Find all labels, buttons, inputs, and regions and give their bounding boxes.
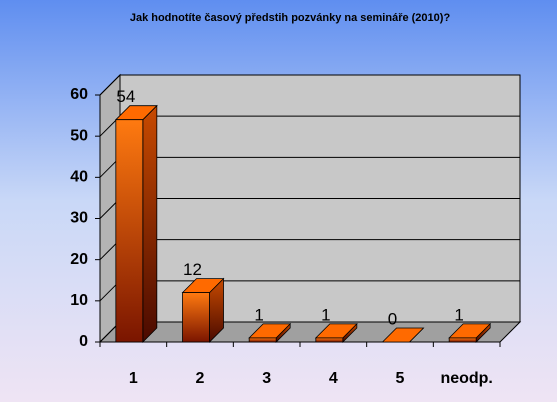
value-label: 0 [388, 309, 397, 328]
value-label: 1 [321, 305, 330, 324]
bar [248, 337, 277, 343]
x-tick-label: 4 [329, 370, 338, 387]
x-tick-label: 3 [262, 370, 271, 387]
bar [182, 292, 210, 343]
y-tick-label: 30 [70, 210, 88, 227]
x-tick-label: 2 [196, 370, 205, 387]
y-tick-label: 40 [70, 169, 88, 186]
x-tick-label: neodp. [440, 370, 492, 387]
value-label: 12 [183, 260, 202, 279]
bar [315, 337, 344, 343]
bar-top [381, 327, 425, 343]
y-tick-label: 60 [70, 86, 88, 103]
chart-title: Jak hodnotíte časový předstih pozvánky n… [130, 12, 451, 24]
bar-side [142, 104, 158, 343]
value-label: 1 [454, 305, 463, 324]
x-tick-label: 5 [396, 370, 405, 387]
grid-line [99, 74, 121, 96]
y-tick-label: 50 [70, 127, 88, 144]
y-tick-label: 20 [70, 251, 88, 268]
value-label: 54 [116, 87, 135, 106]
value-label: 1 [254, 305, 263, 324]
x-tick-label: 1 [129, 370, 138, 387]
y-tick-label: 0 [79, 333, 88, 350]
bar [448, 337, 477, 343]
bar [115, 119, 144, 343]
y-tick-label: 10 [70, 292, 88, 309]
